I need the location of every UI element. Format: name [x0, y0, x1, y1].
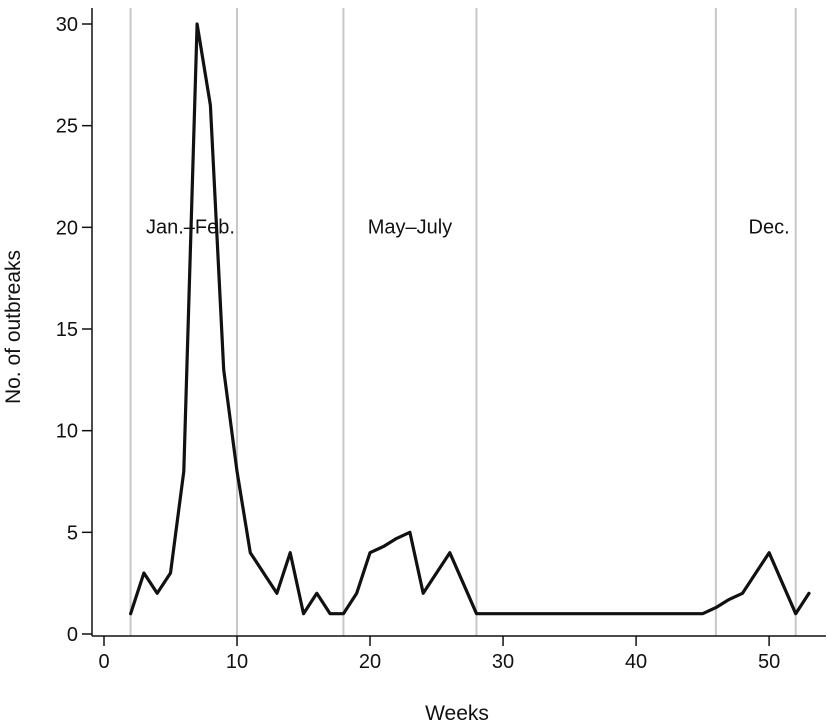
y-tick-label: 20	[56, 217, 78, 239]
y-tick-label: 10	[56, 421, 78, 443]
x-axis-label: Weeks	[425, 702, 489, 725]
y-axis-label: No. of outbreaks	[2, 250, 25, 404]
y-tick-label: 25	[56, 116, 78, 138]
x-tick-label: 10	[226, 651, 248, 673]
period-annotation: May–July	[368, 216, 452, 238]
y-tick-label: 15	[56, 319, 78, 341]
reference-lines	[129, 8, 797, 636]
x-tick-label: 40	[625, 651, 647, 673]
y-tick-label: 0	[67, 624, 78, 646]
x-tick-label: 20	[359, 651, 381, 673]
series-group	[129, 22, 811, 616]
y-tick-label: 30	[56, 14, 78, 36]
period-annotation: Dec.	[749, 216, 790, 238]
series-line	[129, 22, 811, 616]
x-tick-label: 50	[758, 651, 780, 673]
y-tick-label: 5	[67, 522, 78, 544]
x-tick-label: 30	[492, 651, 514, 673]
annotations: Jan.–Feb. May–July Dec.	[146, 216, 790, 238]
axes: 0 5 10 15 20 25 30 0 10 20 30 40 50	[56, 8, 826, 673]
x-tick-label: 0	[98, 651, 109, 673]
period-annotation: Jan.–Feb.	[146, 216, 235, 238]
